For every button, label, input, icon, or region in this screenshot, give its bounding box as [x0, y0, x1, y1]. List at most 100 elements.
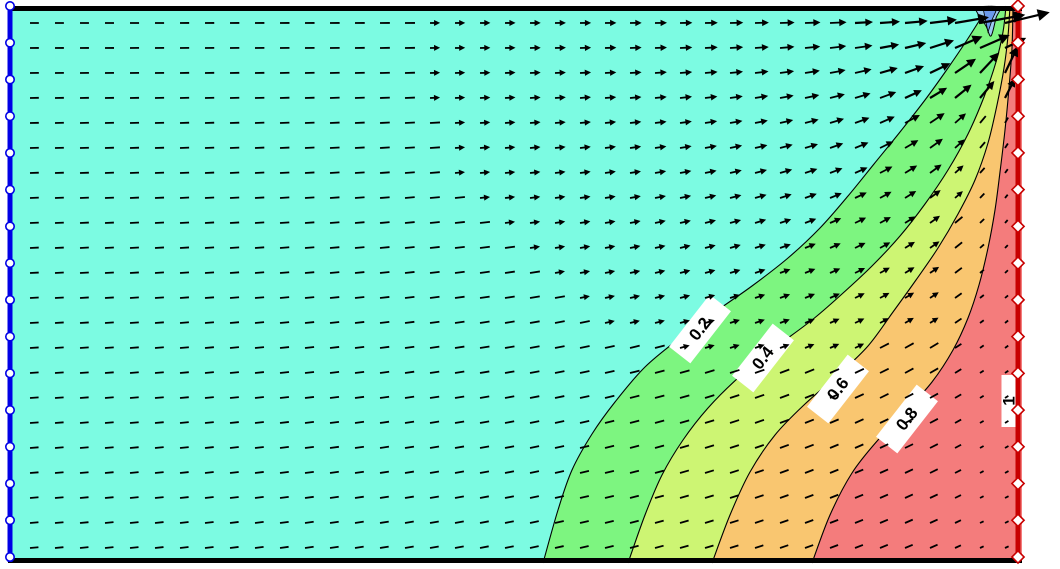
velocity-dash: [404, 445, 415, 449]
velocity-dash: [254, 296, 265, 299]
velocity-dash: [204, 421, 214, 424]
velocity-dash: [154, 471, 164, 474]
velocity-vector-head: [735, 143, 743, 150]
velocity-dash: [429, 121, 441, 124]
contour-line-0.8: [811, 5, 1014, 564]
velocity-dash: [554, 445, 565, 449]
velocity-vector-head: [758, 243, 766, 250]
velocity-vector-head: [811, 93, 820, 100]
velocity-vector-head: [836, 117, 845, 125]
velocity-dash: [29, 321, 39, 324]
velocity-vector-head: [533, 244, 540, 251]
velocity-vector-head: [736, 69, 743, 76]
velocity-vector-head: [708, 343, 715, 350]
velocity-dash: [129, 521, 139, 524]
velocity-dash: [379, 146, 390, 149]
velocity-dash: [354, 470, 364, 474]
velocity-vector-head: [761, 93, 769, 101]
velocity-vector-head: [759, 168, 767, 175]
contour-lines: [542, 5, 1014, 564]
velocity-vector-head: [609, 169, 616, 176]
velocity-dash: [954, 292, 963, 299]
velocity-dash: [179, 246, 190, 249]
velocity-dash: [54, 396, 64, 399]
velocity-vector-head: [839, 18, 847, 27]
velocity-dash: [454, 221, 465, 224]
velocity-vector-head: [709, 193, 717, 200]
velocity-dash: [354, 420, 365, 424]
velocity-dash: [154, 346, 164, 349]
velocity-dash: [704, 469, 715, 474]
velocity-dash: [479, 270, 490, 274]
velocity-vector-head: [833, 268, 841, 274]
velocity-vector-head: [708, 268, 716, 275]
velocity-dash: [254, 221, 265, 224]
velocity-dash: [554, 495, 565, 499]
velocity-dash: [79, 346, 89, 349]
velocity-dash: [1004, 495, 1009, 499]
velocity-dash: [604, 494, 615, 499]
velocity-dash: [329, 346, 340, 349]
velocity-dash: [254, 246, 265, 249]
velocity-dash: [204, 221, 215, 224]
velocity-vector-head: [810, 167, 818, 175]
velocity-vector-head: [808, 293, 815, 300]
velocity-dash: [454, 345, 465, 349]
velocity-dash: [379, 171, 390, 174]
velocity-dash: [979, 344, 985, 349]
velocity-dash: [454, 245, 465, 249]
velocity-dash: [504, 245, 516, 249]
velocity-dash: [829, 468, 839, 474]
velocity-vector-head: [434, 19, 441, 26]
velocity-dash: [404, 295, 415, 299]
velocity-vector-head: [808, 268, 816, 275]
velocity-dash: [904, 543, 914, 549]
velocity-dash: [354, 495, 364, 499]
velocity-dash: [954, 494, 962, 499]
velocity-dash: [729, 444, 740, 449]
velocity-dash: [404, 271, 415, 274]
velocity-vector-head: [762, 19, 769, 27]
velocity-dash: [679, 544, 689, 549]
velocity-dash: [979, 420, 985, 424]
velocity-vector-head: [809, 218, 817, 225]
velocity-dash: [204, 546, 214, 549]
velocity-dash: [629, 494, 640, 499]
velocity-vector-head: [915, 65, 925, 73]
velocity-dash: [429, 420, 440, 424]
velocity-dash: [379, 221, 390, 224]
velocity-dash: [329, 495, 339, 499]
velocity-dash: [579, 495, 590, 499]
velocity-vector-head: [786, 68, 795, 76]
velocity-vector-head: [931, 317, 939, 324]
velocity-dash: [29, 546, 39, 549]
velocity-dash: [1004, 294, 1009, 299]
velocity-vector-head: [733, 318, 740, 325]
velocity-dash: [479, 395, 490, 399]
left-boundary-node: [5, 147, 15, 158]
boundary-nodes: [5, 0, 1026, 565]
velocity-dash: [454, 495, 464, 499]
velocity-dash: [29, 396, 39, 399]
velocity-dash: [504, 420, 515, 424]
velocity-dash: [704, 444, 715, 449]
velocity-dash: [604, 419, 615, 424]
velocity-dash: [429, 445, 440, 449]
velocity-vector-head: [834, 192, 842, 199]
velocity-dash: [454, 470, 465, 474]
velocity-vector-head: [859, 192, 867, 199]
velocity-dash: [529, 345, 540, 349]
velocity-dash: [879, 518, 889, 524]
velocity-vector-head: [683, 243, 691, 250]
velocity-dash: [954, 368, 962, 374]
velocity-dash: [154, 521, 164, 524]
velocity-dash: [379, 395, 390, 399]
velocity-dash: [29, 496, 39, 499]
right-boundary-node: [1010, 72, 1026, 87]
velocity-vector-head: [709, 168, 717, 176]
velocity-dash: [954, 443, 962, 449]
left-boundary-node: [5, 551, 15, 562]
velocity-vector-head: [734, 193, 742, 200]
velocity-dash: [329, 445, 339, 449]
